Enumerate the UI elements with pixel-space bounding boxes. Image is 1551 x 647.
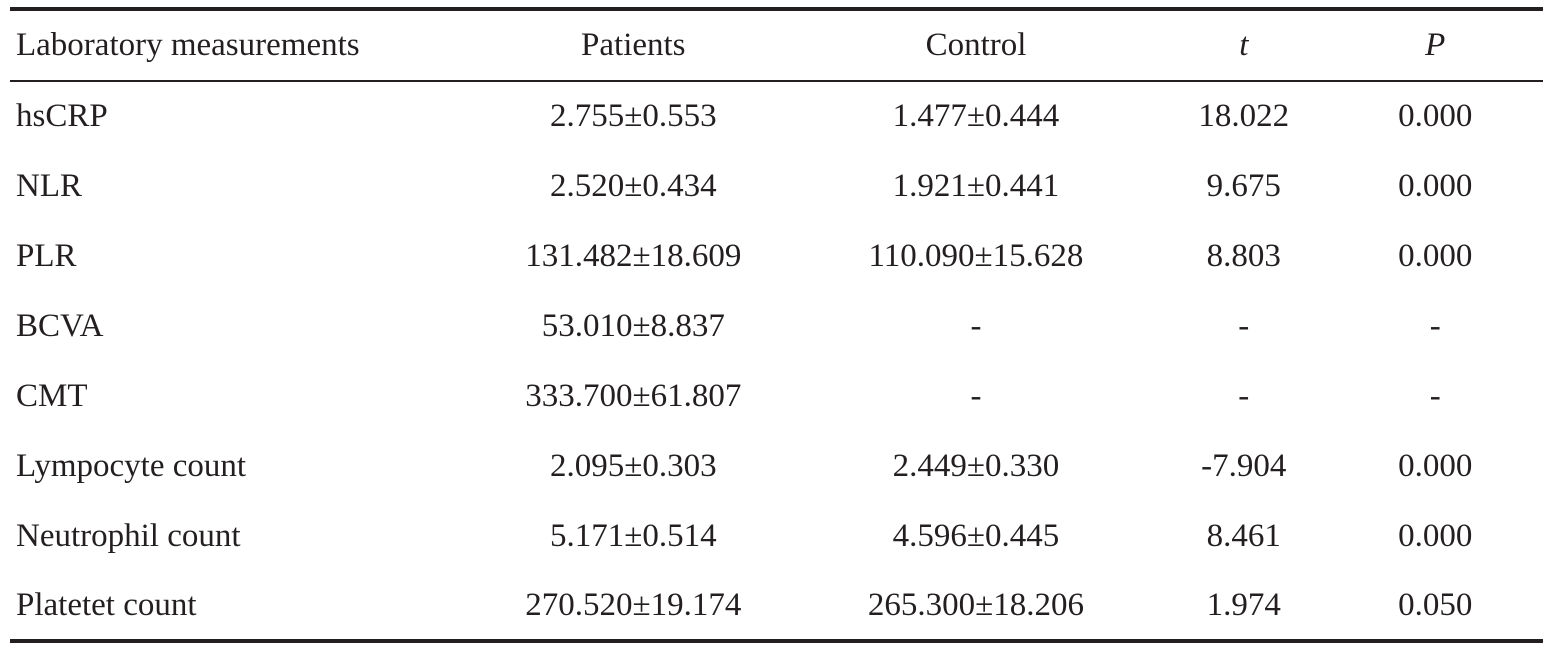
control-value: 1.477±0.444 [892, 98, 1060, 134]
t-value: 9.675 [1206, 167, 1281, 204]
table-row: NLR 2.520±0.434 1.921±0.441 9.675 0.000 [10, 151, 1543, 221]
header-row: Laboratory measurements Patients Control… [10, 9, 1543, 81]
control-value: - [970, 377, 982, 414]
table-row: Platetet count 270.520±19.174 265.300±18… [10, 571, 1543, 641]
header-patients: Patients [581, 27, 686, 63]
t-value: - [1238, 307, 1250, 344]
table-row: Neutrophil count 5.171±0.514 4.596±0.445… [10, 501, 1543, 571]
control-value: 2.449±0.330 [892, 447, 1060, 484]
control-value: 4.596±0.445 [892, 517, 1060, 554]
measurement-name: CMT [16, 377, 88, 414]
patients-value: 5.171±0.514 [549, 517, 717, 554]
measurement-name: hsCRP [16, 98, 108, 134]
measurement-name: Lympocyte count [16, 447, 247, 484]
p-value: 0.000 [1398, 237, 1473, 274]
patients-value: 333.700±61.807 [525, 377, 742, 414]
table-container: Laboratory measurements Patients Control… [10, 7, 1543, 643]
measurement-name: PLR [16, 237, 77, 274]
header-control: Control [925, 27, 1027, 63]
patients-value: 131.482±18.609 [525, 237, 742, 274]
measurement-name: BCVA [16, 307, 104, 344]
p-value: 0.000 [1398, 447, 1473, 484]
header-laboratory-measurements: Laboratory measurements [16, 27, 360, 63]
control-value: 1.921±0.441 [892, 167, 1060, 204]
control-value: 110.090±15.628 [868, 237, 1084, 274]
measurement-name: Neutrophil count [16, 517, 241, 554]
p-value: 0.000 [1398, 98, 1473, 134]
patients-value: 2.095±0.303 [549, 447, 717, 484]
patients-value: 270.520±19.174 [525, 586, 742, 623]
t-value: 8.803 [1206, 237, 1281, 274]
table-header: Laboratory measurements Patients Control… [10, 9, 1543, 81]
measurement-name: Platetet count [16, 586, 197, 623]
p-value: 0.000 [1398, 167, 1473, 204]
header-t: t [1239, 27, 1249, 63]
t-value: - [1238, 377, 1250, 414]
p-value: 0.000 [1398, 517, 1473, 554]
table-row: Lympocyte count 2.095±0.303 2.449±0.330 … [10, 431, 1543, 501]
t-value: 1.974 [1206, 586, 1281, 623]
patients-value: 2.520±0.434 [549, 167, 717, 204]
patients-value: 53.010±8.837 [541, 307, 725, 344]
table-row: PLR 131.482±18.609 110.090±15.628 8.803 … [10, 221, 1543, 291]
table-row: BCVA 53.010±8.837 - - - [10, 291, 1543, 361]
lab-measurements-table: Laboratory measurements Patients Control… [10, 7, 1543, 643]
patients-value: 2.755±0.553 [549, 98, 717, 134]
t-value: 8.461 [1206, 517, 1281, 554]
p-value: - [1429, 377, 1441, 414]
control-value: - [970, 307, 982, 344]
t-value: 18.022 [1198, 98, 1290, 134]
p-value: 0.050 [1398, 586, 1473, 623]
measurement-name: NLR [16, 167, 82, 204]
t-value: -7.904 [1201, 447, 1287, 484]
table-body: hsCRP 2.755±0.553 1.477±0.444 18.022 0.0… [10, 81, 1543, 641]
table-row: CMT 333.700±61.807 - - - [10, 361, 1543, 431]
p-value: - [1429, 307, 1441, 344]
header-p: P [1425, 27, 1446, 63]
table-row: hsCRP 2.755±0.553 1.477±0.444 18.022 0.0… [10, 81, 1543, 151]
control-value: 265.300±18.206 [867, 586, 1085, 623]
